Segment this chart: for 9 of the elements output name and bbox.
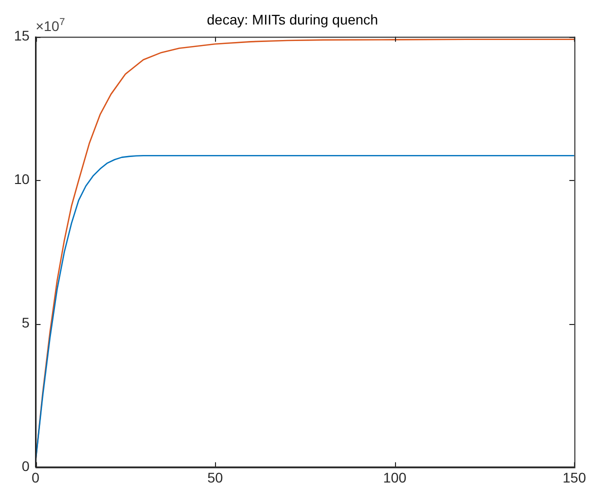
y-tick-label: 5 <box>22 314 30 331</box>
x-tick-label: 150 <box>562 469 586 486</box>
x-tick-label: 100 <box>383 469 407 486</box>
y-tick-label: 10 <box>14 171 30 188</box>
y-tick-label: 0 <box>22 458 30 474</box>
x-tick-label: 50 <box>207 469 224 486</box>
chart-title: decay: MIITs during quench <box>206 11 378 28</box>
y-tick-label: 15 <box>14 28 30 44</box>
x-tick-label: 0 <box>32 469 40 486</box>
